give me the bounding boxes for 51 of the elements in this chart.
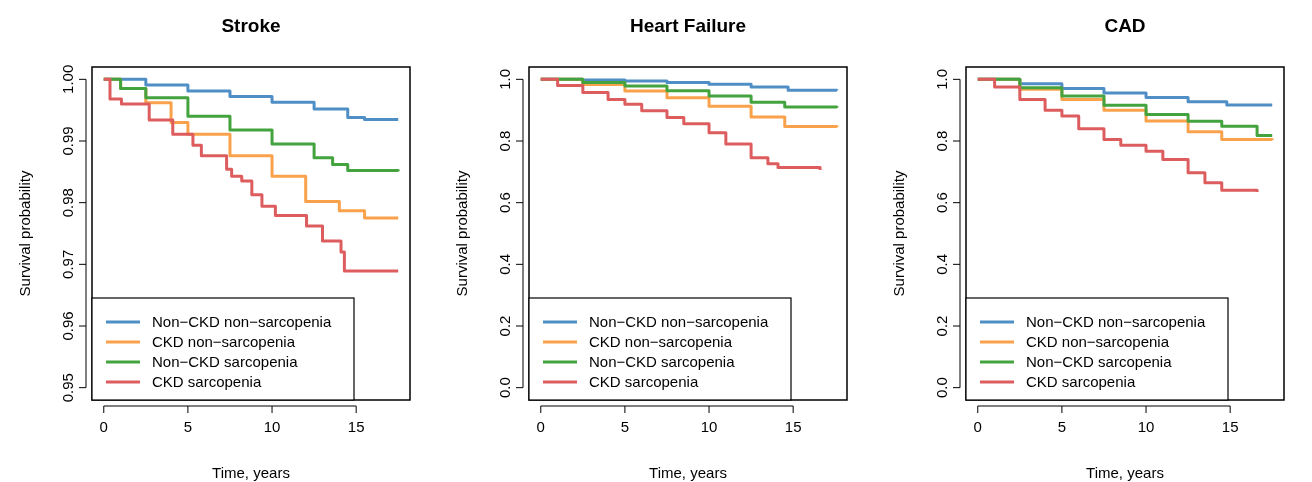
x-tick-label: 5 xyxy=(1057,418,1067,435)
y-tick-label: 0.98 xyxy=(59,188,76,218)
x-axis-title: Time, years xyxy=(1086,464,1164,481)
y-tick-label: 0.4 xyxy=(496,253,513,275)
legend-label: Non−CKD sarcopenia xyxy=(1026,353,1173,370)
x-tick-label: 10 xyxy=(263,418,281,435)
y-tick-label: 0.0 xyxy=(933,377,950,399)
legend-label: CKD non−sarcopenia xyxy=(152,333,296,350)
y-tick-label: 0.2 xyxy=(496,315,513,337)
x-tick-label: 5 xyxy=(183,418,193,435)
y-tick-label: 0.97 xyxy=(59,249,76,279)
y-tick-label: 0.6 xyxy=(933,192,950,214)
y-tick-label: 0.96 xyxy=(59,311,76,341)
legend-label: CKD non−sarcopenia xyxy=(1026,333,1170,350)
y-tick-label: 0.95 xyxy=(59,373,76,403)
legend-label: CKD sarcopenia xyxy=(152,373,262,390)
x-tick-label: 0 xyxy=(973,418,982,435)
chart-title: Heart Failure xyxy=(629,15,747,36)
y-tick-label: 0.2 xyxy=(933,315,950,337)
legend-label: CKD non−sarcopenia xyxy=(589,333,733,350)
x-tick-label: 15 xyxy=(1221,418,1239,435)
chart-title: Stroke xyxy=(221,15,281,36)
y-tick-label: 0.99 xyxy=(59,126,76,156)
y-tick-label: 1.0 xyxy=(496,68,513,90)
legend-label: CKD sarcopenia xyxy=(1026,373,1136,390)
x-tick-label: 5 xyxy=(620,418,630,435)
legend-label: CKD sarcopenia xyxy=(589,373,699,390)
chart-title: CAD xyxy=(1104,15,1146,36)
y-tick-label: 0.8 xyxy=(496,130,513,152)
y-tick-label: 0.6 xyxy=(496,192,513,214)
x-tick-label: 15 xyxy=(784,418,802,435)
legend-label: Non−CKD sarcopenia xyxy=(152,353,299,370)
x-tick-label: 0 xyxy=(536,418,545,435)
legend-label: Non−CKD sarcopenia xyxy=(589,353,736,370)
legend-label: Non−CKD non−sarcopenia xyxy=(1026,313,1206,330)
y-tick-label: 1.0 xyxy=(933,68,950,90)
x-tick-label: 10 xyxy=(1137,418,1155,435)
x-axis-title: Time, years xyxy=(649,464,727,481)
y-axis-title: Survival probability xyxy=(890,170,907,297)
y-tick-label: 0.0 xyxy=(496,377,513,399)
legend-label: Non−CKD non−sarcopenia xyxy=(152,313,332,330)
x-tick-label: 0 xyxy=(99,418,108,435)
x-tick-label: 10 xyxy=(700,418,718,435)
legend-label: Non−CKD non−sarcopenia xyxy=(589,313,769,330)
y-axis-title: Survival probability xyxy=(16,170,33,297)
y-tick-label: 1.00 xyxy=(59,64,76,94)
y-tick-label: 0.8 xyxy=(933,130,950,152)
x-tick-label: 15 xyxy=(347,418,365,435)
y-axis-title: Survival probability xyxy=(453,170,470,297)
y-tick-label: 0.4 xyxy=(933,253,950,275)
x-axis-title: Time, years xyxy=(212,464,290,481)
